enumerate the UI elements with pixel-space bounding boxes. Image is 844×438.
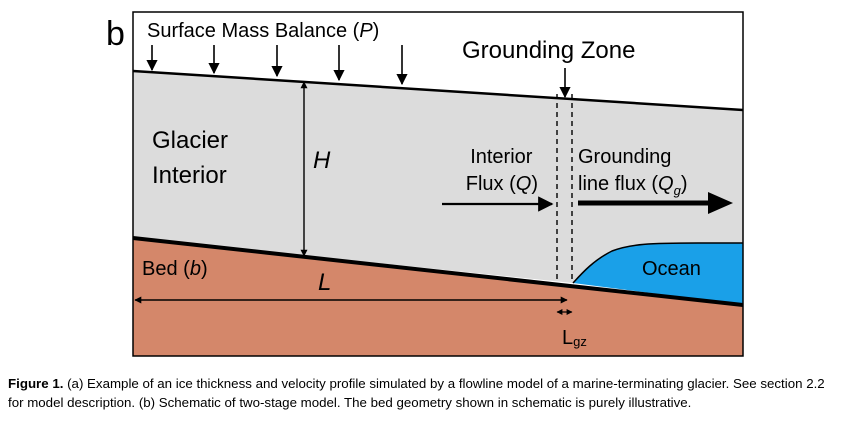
grounding-zone-label: Grounding Zone <box>462 37 635 64</box>
ice-surface-line <box>132 69 744 112</box>
glacier-interior-label: Glacier Interior <box>152 127 235 189</box>
smb-label: Surface Mass Balance (P) <box>147 20 379 42</box>
bed-line <box>132 236 744 307</box>
panel-label: b <box>106 15 125 53</box>
ocean-region <box>573 243 743 305</box>
thickness-label: H <box>313 147 331 174</box>
figure-caption: Figure 1. (a) Example of an ice thicknes… <box>8 375 838 412</box>
grounding-line-flux-label: Grounding line flux (Qg) <box>578 146 688 198</box>
diagram-border <box>132 11 744 357</box>
two-stage-model-schematic: b Surface Mass Balance (P) Grounding Zon… <box>106 11 744 357</box>
interior-flux-label: Interior Flux (Q) <box>466 146 538 195</box>
lgz-label: Lgz <box>562 327 587 349</box>
caption-label: Figure 1. <box>8 376 64 391</box>
ice-shelf-base <box>572 242 743 284</box>
ocean-label: Ocean <box>642 258 701 280</box>
length-label: L <box>318 269 331 296</box>
glacier-ice <box>133 71 743 283</box>
smb-arrows <box>146 45 408 86</box>
grounding-line-flux-arrowhead <box>708 192 733 214</box>
caption-text: (a) Example of an ice thickness and velo… <box>8 376 825 410</box>
bed-label: Bed (b) <box>142 258 208 280</box>
